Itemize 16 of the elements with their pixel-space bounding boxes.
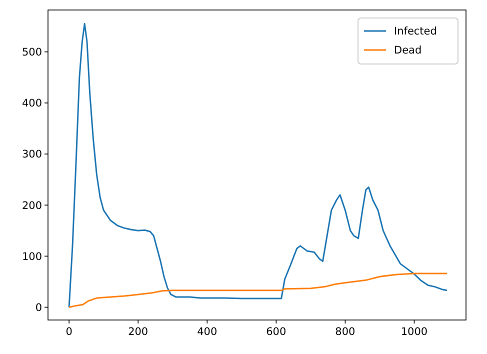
x-tick-label: 200: [128, 326, 148, 338]
y-tick-label: 100: [22, 250, 42, 263]
x-tick-label: 800: [335, 326, 356, 338]
line-series: [68, 272, 448, 308]
x-tick-label: 600: [266, 326, 286, 338]
y-tick-label: 500: [22, 46, 42, 59]
y-tick-label: 300: [22, 148, 42, 161]
line-series: [68, 23, 448, 308]
x-tick-label: 0: [66, 326, 72, 338]
legend-label: Infected: [394, 26, 437, 38]
y-tick-label: 200: [22, 200, 42, 212]
x-tick-label: 1000: [400, 326, 428, 338]
y-tick-label: 0: [35, 302, 42, 314]
legend-label: Dead: [394, 44, 422, 57]
y-tick-label: 400: [22, 98, 42, 110]
x-tick-label: 400: [197, 326, 218, 338]
